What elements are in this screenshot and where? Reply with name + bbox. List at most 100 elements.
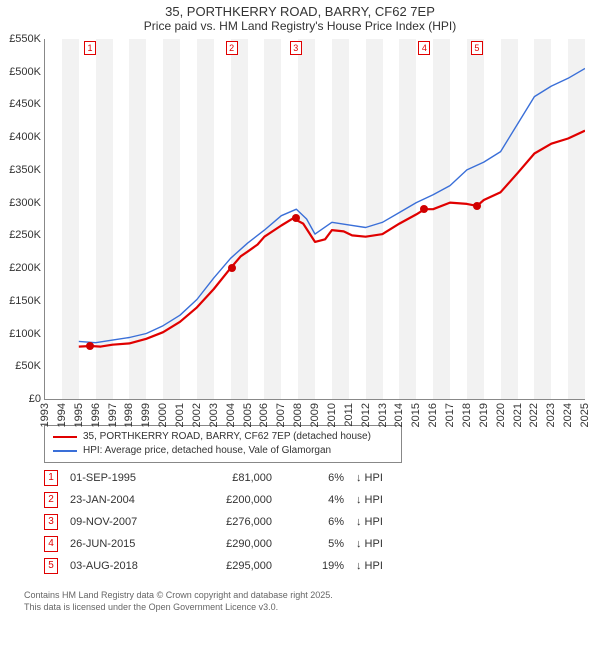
row-marker: 4 [44,536,58,552]
cell-date: 03-AUG-2018 [70,560,180,572]
cell-date: 26-JUN-2015 [70,538,180,550]
legend-swatch [53,436,77,438]
row-marker: 1 [44,470,58,486]
cell-price: £81,000 [192,472,272,484]
cell-direction: ↓ HPI [356,516,416,528]
x-axis-label: 1995 [73,403,85,427]
legend-label: 35, PORTHKERRY ROAD, BARRY, CF62 7EP (de… [83,430,371,444]
sale-marker: 5 [471,41,483,55]
x-axis-label: 1993 [39,403,51,427]
x-axis-label: 2011 [343,403,355,427]
legend-item: HPI: Average price, detached house, Vale… [53,444,393,458]
footer-line-1: Contains HM Land Registry data © Crown c… [24,589,580,601]
cell-price: £276,000 [192,516,272,528]
x-axis-label: 2002 [191,403,203,427]
y-axis-label: £500K [3,66,41,78]
sale-marker: 3 [290,41,302,55]
x-axis-label: 2016 [427,403,439,427]
y-axis-label: £100K [3,328,41,340]
x-axis-label: 2018 [461,403,473,427]
legend-label: HPI: Average price, detached house, Vale… [83,444,331,458]
x-axis-label: 2017 [444,403,456,427]
y-axis-label: £550K [3,33,41,45]
row-marker: 2 [44,492,58,508]
x-axis-label: 2000 [157,403,169,427]
x-axis-label: 2001 [174,403,186,427]
y-axis-label: £0 [3,393,41,405]
legend-item: 35, PORTHKERRY ROAD, BARRY, CF62 7EP (de… [53,430,393,444]
footer-attribution: Contains HM Land Registry data © Crown c… [24,589,580,613]
series-line [79,69,585,343]
x-axis-label: 2005 [242,403,254,427]
x-axis-label: 2004 [225,403,237,427]
sale-marker: 1 [84,41,96,55]
y-axis-label: £150K [3,295,41,307]
x-axis-label: 2014 [393,403,405,427]
x-axis-label: 2007 [275,403,287,427]
cell-date: 01-SEP-1995 [70,472,180,484]
x-axis-label: 2015 [410,403,422,427]
row-marker: 5 [44,558,58,574]
y-axis-label: £300K [3,197,41,209]
x-axis-label: 1994 [56,403,68,427]
x-axis-label: 1997 [107,403,119,427]
x-axis-label: 2013 [377,403,389,427]
y-axis-label: £200K [3,262,41,274]
cell-direction: ↓ HPI [356,472,416,484]
x-axis-label: 2003 [208,403,220,427]
cell-pct: 19% [284,560,344,572]
x-axis-label: 2006 [258,403,270,427]
cell-date: 09-NOV-2007 [70,516,180,528]
page-title-1: 35, PORTHKERRY ROAD, BARRY, CF62 7EP [0,4,600,19]
table-row: 2 23-JAN-2004 £200,000 4% ↓ HPI [44,489,580,511]
row-marker: 3 [44,514,58,530]
x-axis-label: 2019 [478,403,490,427]
x-axis-label: 2025 [579,403,591,427]
y-axis-label: £250K [3,229,41,241]
price-chart: £0£50K£100K£150K£200K£250K£300K£350K£400… [44,39,584,419]
footer-line-2: This data is licensed under the Open Gov… [24,601,580,613]
sale-dot [292,214,300,222]
cell-price: £200,000 [192,494,272,506]
x-axis-label: 2009 [309,403,321,427]
sale-dot [228,264,236,272]
x-axis-label: 2008 [292,403,304,427]
sale-dot [86,342,94,350]
sale-marker: 4 [418,41,430,55]
chart-lines [45,39,585,399]
sale-dot [420,205,428,213]
x-axis-label: 1999 [140,403,152,427]
x-axis-label: 1996 [90,403,102,427]
series-line [79,131,585,347]
page-title-2: Price paid vs. HM Land Registry's House … [0,19,600,33]
table-row: 5 03-AUG-2018 £295,000 19% ↓ HPI [44,555,580,577]
x-axis-label: 2023 [545,403,557,427]
table-row: 1 01-SEP-1995 £81,000 6% ↓ HPI [44,467,580,489]
x-axis-label: 2012 [360,403,372,427]
y-axis-label: £350K [3,164,41,176]
cell-direction: ↓ HPI [356,538,416,550]
cell-price: £290,000 [192,538,272,550]
sales-table: 1 01-SEP-1995 £81,000 6% ↓ HPI 2 23-JAN-2004 £2… [44,467,580,577]
y-axis-label: £50K [3,360,41,372]
cell-pct: 6% [284,516,344,528]
legend: 35, PORTHKERRY ROAD, BARRY, CF62 7EP (de… [44,425,402,463]
cell-pct: 5% [284,538,344,550]
plot-area: £0£50K£100K£150K£200K£250K£300K£350K£400… [44,39,585,400]
x-axis-label: 2022 [528,403,540,427]
legend-swatch [53,450,77,452]
x-axis-label: 1998 [123,403,135,427]
table-row: 4 26-JUN-2015 £290,000 5% ↓ HPI [44,533,580,555]
cell-date: 23-JAN-2004 [70,494,180,506]
cell-direction: ↓ HPI [356,560,416,572]
sale-dot [473,202,481,210]
y-axis-label: £400K [3,131,41,143]
sale-marker: 2 [226,41,238,55]
cell-price: £295,000 [192,560,272,572]
cell-pct: 4% [284,494,344,506]
x-axis-label: 2024 [562,403,574,427]
cell-direction: ↓ HPI [356,494,416,506]
cell-pct: 6% [284,472,344,484]
x-axis-label: 2020 [495,403,507,427]
x-axis-label: 2010 [326,403,338,427]
